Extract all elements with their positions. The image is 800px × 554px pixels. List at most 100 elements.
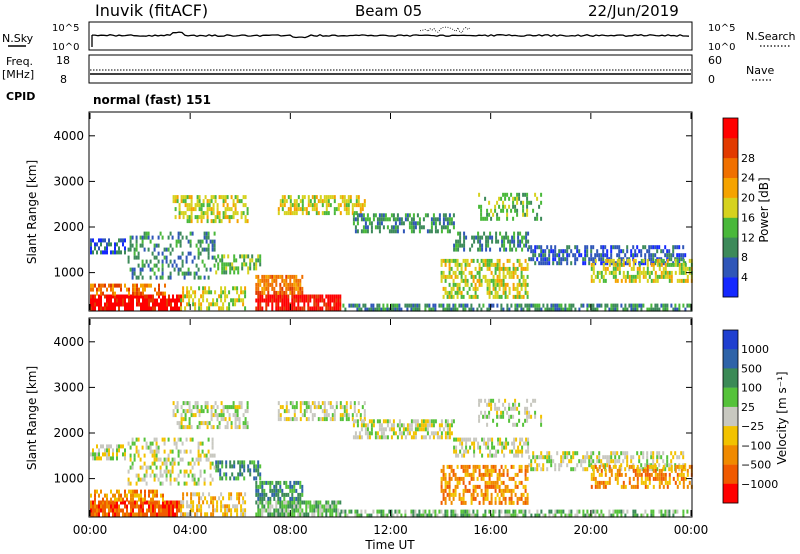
- echo-cell: [129, 267, 132, 272]
- echo-cell: [196, 203, 199, 208]
- echo-cell: [482, 513, 485, 518]
- echo-cell: [154, 287, 156, 292]
- echo-cell: [104, 452, 106, 457]
- echo-cell: [446, 274, 449, 279]
- echo-cell: [190, 500, 193, 505]
- echo-cell: [440, 303, 443, 308]
- echo-cell: [277, 409, 280, 414]
- echo-cell: [562, 257, 565, 262]
- echo-cell: [604, 270, 607, 275]
- echo-cell: [186, 409, 189, 414]
- echo-cell: [428, 435, 431, 440]
- echo-cell: [488, 282, 491, 287]
- echo-cell: [384, 307, 387, 312]
- echo-cell: [126, 306, 128, 311]
- echo-cell: [525, 437, 528, 442]
- echo-cell: [131, 243, 134, 248]
- echo-cell: [303, 512, 306, 517]
- colorbar-swatch: [723, 177, 738, 198]
- echo-cell: [420, 427, 423, 432]
- echo-cell: [236, 413, 239, 418]
- echo-cell: [468, 464, 471, 469]
- echo-cell: [158, 500, 160, 505]
- freq-panel: [88, 54, 693, 84]
- echo-cell: [130, 306, 132, 311]
- echo-cell: [524, 476, 527, 481]
- echo-cell: [450, 419, 453, 424]
- echo-cell: [526, 262, 529, 267]
- echo-cell: [174, 199, 177, 204]
- echo-cell: [456, 307, 459, 312]
- echo-cell: [524, 192, 527, 197]
- echo-cell: [198, 409, 201, 414]
- echo-cell: [198, 413, 201, 418]
- echo-cell: [139, 465, 142, 470]
- echo-cell: [616, 278, 619, 283]
- echo-cell: [164, 306, 166, 311]
- echo-cell: [185, 271, 188, 276]
- echo-cell: [414, 221, 417, 226]
- echo-cell: [315, 195, 318, 200]
- echo-cell: [179, 231, 182, 236]
- echo-cell: [329, 417, 332, 422]
- echo-cell: [678, 472, 681, 477]
- echo-cell: [491, 437, 494, 442]
- echo-cell: [426, 229, 429, 234]
- echo-cell: [295, 203, 298, 208]
- echo-cell: [174, 302, 176, 307]
- echo-cell: [234, 207, 237, 212]
- echo-cell: [505, 441, 508, 446]
- echo-cell: [554, 253, 557, 258]
- echo-cell: [163, 441, 166, 446]
- echo-cell: [287, 409, 290, 414]
- echo-cell: [219, 476, 222, 481]
- echo-cell: [510, 192, 513, 197]
- echo-cell: [133, 457, 136, 462]
- echo-cell: [261, 504, 264, 509]
- echo-cell: [628, 464, 631, 469]
- echo-cell: [474, 464, 477, 469]
- echo-cell: [311, 207, 314, 212]
- echo-cell: [482, 414, 485, 419]
- echo-cell: [630, 266, 633, 271]
- echo-cell: [506, 472, 509, 477]
- echo-cell: [568, 307, 571, 312]
- echo-cell: [243, 476, 246, 481]
- echo-cell: [362, 217, 365, 222]
- echo-cell: [110, 294, 112, 299]
- echo-cell: [496, 290, 499, 295]
- echo-cell: [269, 298, 272, 303]
- echo-cell: [652, 509, 655, 514]
- echo-cell: [452, 286, 455, 291]
- echo-cell: [674, 509, 677, 514]
- echo-cell: [626, 274, 629, 279]
- echo-cell: [132, 287, 134, 292]
- echo-cell: [485, 239, 488, 244]
- echo-cell: [90, 452, 92, 457]
- echo-cell: [333, 409, 336, 414]
- echo-cell: [363, 203, 366, 208]
- echo-cell: [521, 453, 524, 458]
- echo-cell: [682, 467, 685, 472]
- echo-cell: [186, 286, 189, 291]
- echo-cell: [223, 270, 226, 275]
- echo-cell: [494, 262, 497, 267]
- echo-cell: [275, 306, 278, 311]
- echo-cell: [218, 215, 221, 220]
- echo-cell: [462, 492, 465, 497]
- echo-cell: [476, 307, 479, 312]
- echo-cell: [301, 286, 304, 291]
- echo-cell: [190, 215, 193, 220]
- echo-cell: [516, 496, 519, 501]
- echo-cell: [130, 497, 132, 502]
- echo-cell: [612, 274, 615, 279]
- echo-cell: [512, 286, 515, 291]
- echo-cell: [108, 302, 110, 307]
- echo-cell: [456, 282, 459, 287]
- echo-cell: [492, 278, 495, 283]
- echo-cell: [594, 480, 597, 485]
- echo-cell: [275, 492, 278, 497]
- echo-cell: [678, 467, 681, 472]
- echo-cell: [524, 282, 527, 287]
